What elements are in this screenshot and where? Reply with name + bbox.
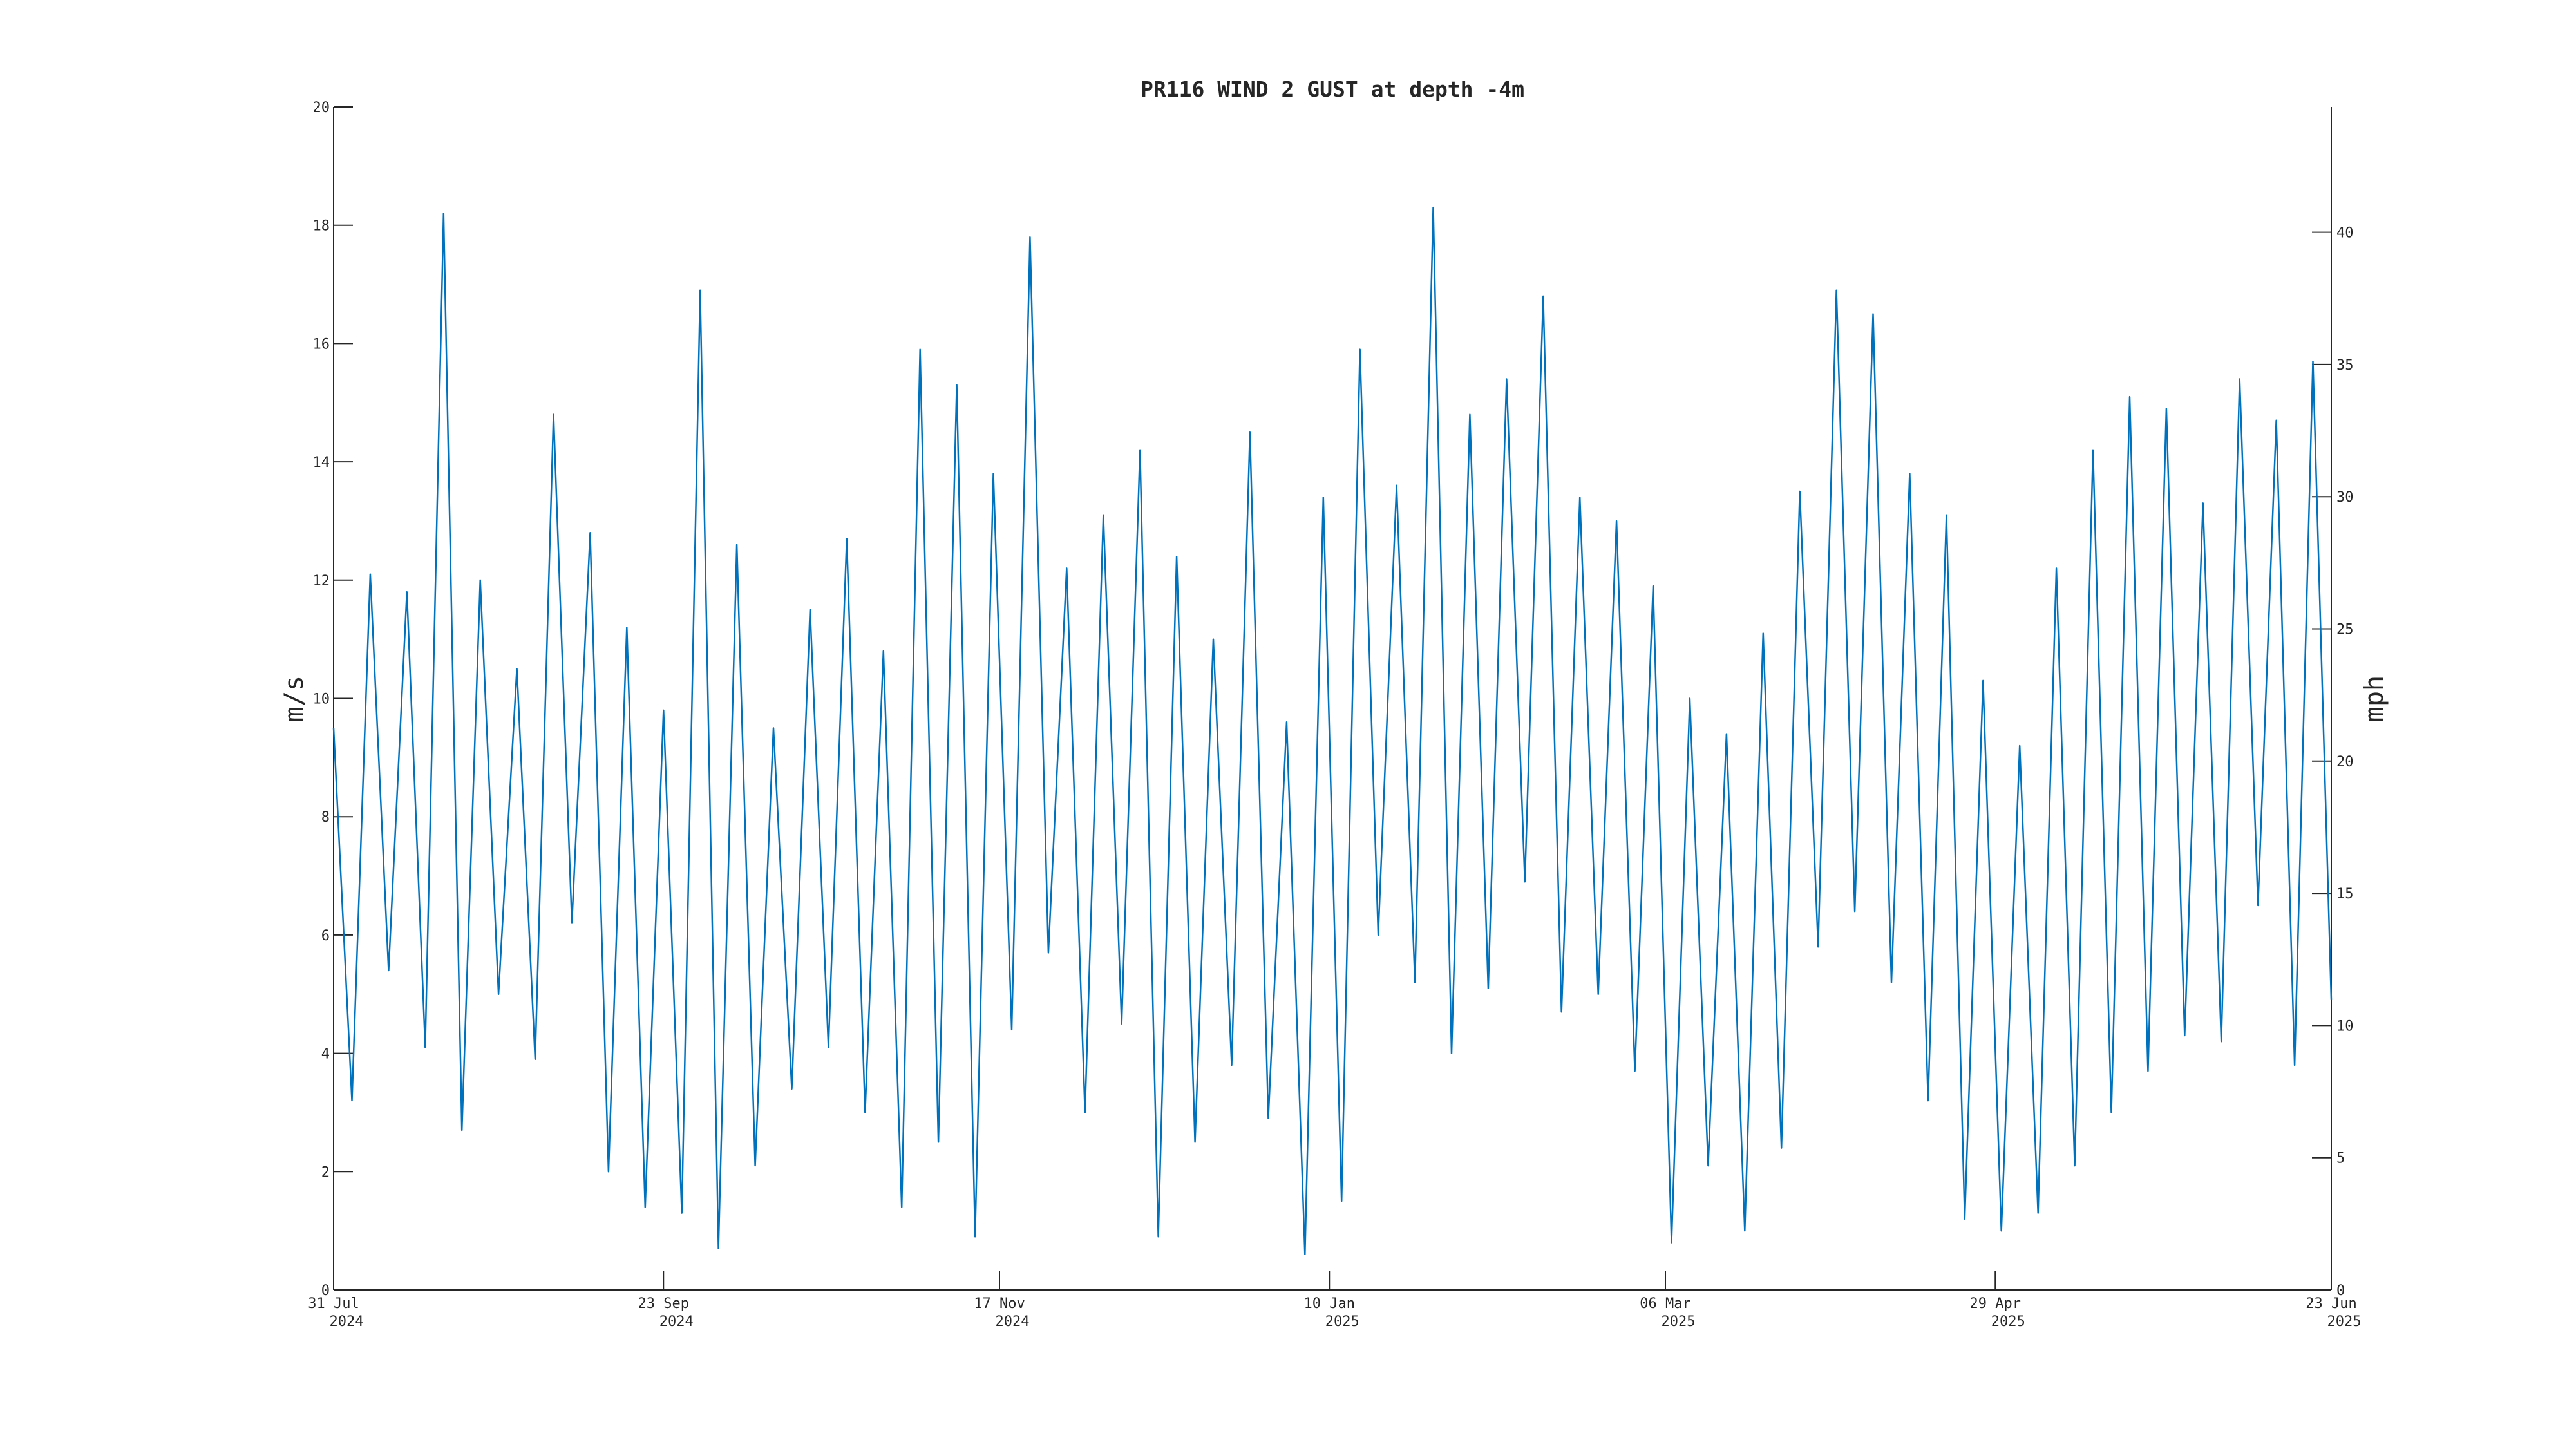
y-tick-label: 10 bbox=[313, 692, 330, 708]
y2-tick-label: 40 bbox=[2336, 225, 2354, 242]
y2-tick-label: 25 bbox=[2336, 622, 2354, 638]
x-tick-label: 23 Jun 2025 bbox=[2306, 1296, 2361, 1330]
y-tick-label: 2 bbox=[321, 1164, 330, 1180]
y-tick-label: 0 bbox=[321, 1283, 330, 1299]
y2-tick-label: 35 bbox=[2336, 357, 2354, 374]
y2-tick-label: 15 bbox=[2336, 886, 2354, 902]
x-tick-label: 23 Sep 2024 bbox=[638, 1296, 694, 1330]
y-tick-label: 12 bbox=[313, 573, 330, 589]
y-axis-label: m/s bbox=[279, 676, 309, 722]
y-tick-label: 14 bbox=[313, 455, 330, 471]
y-tick-label: 18 bbox=[313, 218, 330, 234]
y2-axis-label: mph bbox=[2360, 676, 2389, 722]
x-tick-label: 06 Mar 2025 bbox=[1640, 1296, 1695, 1330]
chart-title: PR116 WIND 2 GUST at depth -4m bbox=[1141, 77, 1524, 102]
x-tick-label: 17 Nov 2024 bbox=[974, 1296, 1029, 1330]
y2-tick-label: 5 bbox=[2336, 1151, 2345, 1167]
x-tick-label: 29 Apr 2025 bbox=[1970, 1296, 2025, 1330]
data-line bbox=[332, 206, 2333, 1256]
y-tick-label: 4 bbox=[321, 1046, 330, 1063]
x-tick-label: 10 Jan 2025 bbox=[1304, 1296, 1359, 1330]
y-tick-label: 6 bbox=[321, 928, 330, 944]
y-tick-label: 16 bbox=[313, 336, 330, 352]
y-tick-label: 8 bbox=[321, 810, 330, 826]
x-tick-label: 31 Jul 2024 bbox=[308, 1296, 363, 1330]
y2-tick-label: 30 bbox=[2336, 489, 2354, 506]
y2-tick-label: 10 bbox=[2336, 1018, 2354, 1034]
y2-tick-label: 20 bbox=[2336, 754, 2354, 770]
y2-tick-label: 0 bbox=[2336, 1283, 2345, 1299]
y-tick-label: 20 bbox=[313, 100, 330, 116]
